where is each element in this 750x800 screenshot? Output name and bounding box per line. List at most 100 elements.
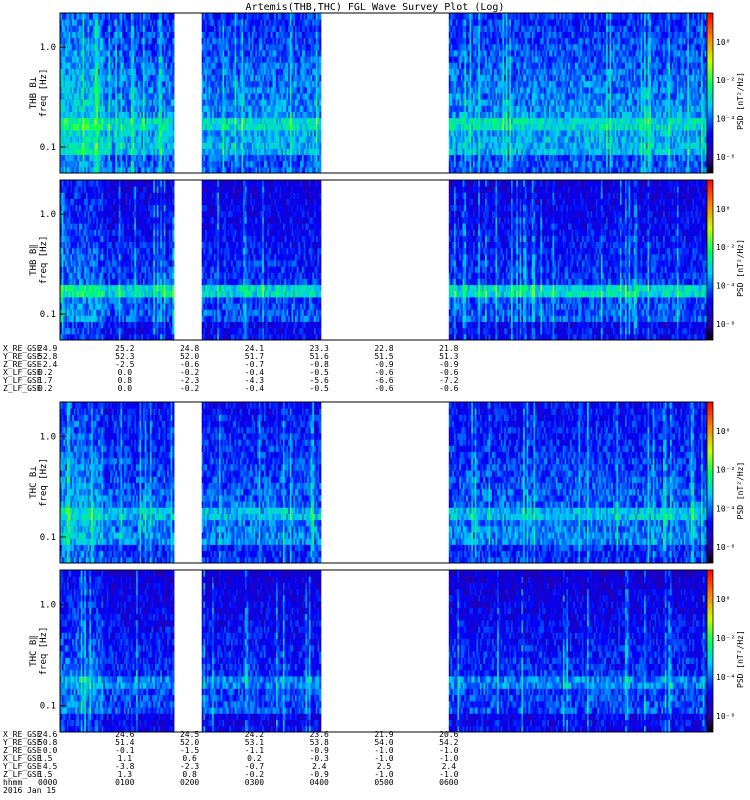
spectrogram-cell — [141, 62, 144, 69]
spectrogram-cell — [149, 56, 152, 63]
spectrogram-cell — [149, 117, 152, 125]
spectrogram-cell — [118, 74, 121, 82]
spectrogram-cell — [151, 56, 154, 63]
spectrogram-cell — [156, 105, 159, 112]
spectrogram-cell — [108, 142, 111, 149]
spectrogram-cell — [60, 13, 63, 20]
spectrogram-cell — [170, 93, 173, 100]
spectrogram-cell — [156, 19, 159, 26]
spectrogram-cell — [66, 111, 70, 119]
spectrogram-cell — [129, 111, 132, 119]
spectrogram-cell — [92, 19, 95, 26]
spectrogram-cell — [66, 49, 70, 57]
spectrogram-cell — [262, 68, 265, 76]
spectrogram-cell — [205, 111, 208, 119]
spectrogram-cell — [250, 142, 253, 149]
spectrogram-cell — [246, 19, 249, 26]
spectrogram-cell — [241, 19, 244, 26]
spectrogram-cell — [265, 43, 268, 51]
spectrogram-cell — [111, 154, 114, 162]
spectrogram-cell — [139, 99, 142, 106]
spectrogram-cell — [237, 154, 241, 162]
spectrogram-cell — [215, 129, 218, 137]
spectrogram-cell — [160, 166, 163, 174]
spectrogram-cell — [108, 31, 111, 39]
spectrogram-cell — [104, 86, 108, 94]
spectrogram-cell — [205, 74, 208, 82]
spectrogram-cell — [227, 148, 230, 156]
spectrogram-cell — [142, 86, 146, 94]
spectrogram-cell — [117, 56, 120, 63]
spectrogram-cell — [229, 62, 232, 69]
spectrogram-cell — [94, 142, 97, 149]
spectrogram-cell — [201, 93, 204, 100]
spectrogram-cell — [63, 19, 66, 26]
spectrogram-cell — [82, 74, 85, 82]
spectrogram-cell — [108, 13, 111, 20]
spectrogram-cell — [118, 117, 121, 125]
spectrogram-cell — [132, 117, 135, 125]
spectrogram-cell — [205, 31, 208, 39]
spectrogram-cell — [63, 160, 66, 168]
spectrogram-cell — [260, 129, 263, 137]
spectrogram-cell — [75, 129, 78, 137]
spectrogram-cell — [129, 43, 132, 51]
spectrogram-cell — [101, 37, 104, 45]
spectrogram-cell — [127, 148, 130, 156]
spectrogram-cell — [170, 154, 173, 162]
spectrogram-cell — [111, 86, 114, 94]
spectrogram-cell — [156, 117, 159, 125]
spectrogram-cell — [263, 86, 267, 94]
spectrogram-cell — [113, 136, 116, 143]
spectrogram-cell — [246, 99, 249, 106]
spectrogram-cell — [160, 49, 163, 57]
spectrogram-cell — [80, 160, 83, 168]
spectrogram-cell — [77, 43, 80, 51]
spectrogram-cell — [170, 105, 173, 112]
spectrogram-cell — [243, 80, 246, 88]
spectrogram-cell — [253, 99, 256, 106]
spectrogram-cell — [70, 117, 73, 125]
spectrogram-cell — [213, 25, 216, 32]
spectrogram-cell — [255, 148, 258, 156]
spectrogram-cell — [148, 136, 151, 143]
spectrogram-cell — [101, 160, 104, 168]
spectrogram-cell — [258, 129, 261, 137]
spectrogram-cell — [80, 111, 83, 119]
spectrogram-cell — [99, 56, 102, 63]
spectrogram-cell — [208, 86, 211, 94]
spectrogram-cell — [220, 74, 223, 82]
spectrogram-cell — [122, 99, 125, 106]
spectrogram-cell — [161, 111, 165, 119]
spectrogram-cell — [213, 86, 216, 94]
spectrogram-cell — [262, 154, 265, 162]
spectrogram-cell — [84, 129, 87, 137]
spectrogram-cell — [205, 148, 208, 156]
spectrogram-cell — [258, 148, 261, 156]
spectrogram-cell — [125, 56, 128, 63]
spectrogram-cell — [104, 37, 108, 45]
spectrogram-cell — [65, 93, 68, 100]
spectrogram-cell — [248, 129, 251, 137]
spectrogram-cell — [231, 68, 234, 76]
spectrogram-cell — [225, 19, 229, 26]
spectrogram-cell — [158, 154, 161, 162]
spectrogram-cell — [155, 105, 158, 112]
spectrogram-cell — [263, 166, 267, 174]
spectrogram-cell — [253, 129, 256, 137]
spectrogram-cell — [151, 37, 154, 45]
spectrogram-cell — [125, 160, 128, 168]
spectrogram-cell — [236, 86, 239, 94]
spectrogram-cell — [91, 56, 94, 63]
spectrogram-cell — [92, 99, 95, 106]
spectrogram-cell — [111, 19, 114, 26]
spectrogram-cell — [110, 19, 113, 26]
spectrogram-cell — [258, 136, 261, 143]
spectrogram-cell — [91, 148, 94, 156]
spectrogram-cell — [141, 19, 144, 26]
spectrogram-cell — [103, 31, 106, 39]
spectrogram-cell — [161, 43, 165, 51]
spectrogram-cell — [256, 160, 260, 168]
spectrogram-cell — [260, 13, 263, 20]
spectrogram-cell — [155, 154, 158, 162]
